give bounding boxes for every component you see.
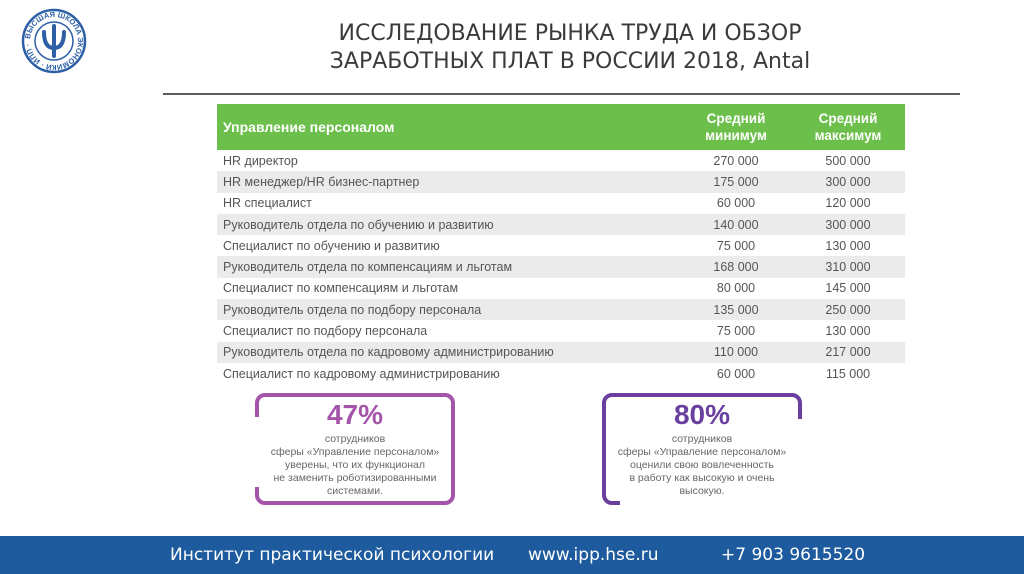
stat-value: 47%: [326, 399, 384, 430]
table-header: Управление персоналом Средний минимум Ср…: [217, 104, 905, 150]
title-line-2: ЗАРАБОТНЫХ ПЛАТ В РОССИИ 2018, Antal: [329, 49, 811, 74]
table-body: HR директор 270 000 500 000 HR менеджер/HR…: [217, 150, 905, 384]
row-max: 300 000: [825, 217, 871, 232]
row-name: Специалист по подбору персонала: [223, 324, 428, 339]
row-min: 60 000: [716, 196, 756, 211]
row-name: Руководитель отдела по подбору персонала: [223, 302, 482, 317]
row-min: 75 000: [716, 238, 756, 253]
row-name: Руководитель отдела по компенсациям и ль…: [223, 260, 513, 275]
table-row: Специалист по подбору персонала 75 000 130…: [217, 320, 905, 341]
stat-text: сотрудников сферы «Управление персоналом…: [270, 433, 440, 497]
row-name: Специалист по обучению и развитию: [223, 238, 440, 253]
row-max: 130 000: [825, 324, 871, 339]
table-row: Руководитель отдела по кадровому админис…: [217, 341, 905, 363]
row-name: Руководитель отдела по обучению и развит…: [223, 217, 494, 232]
row-name: Руководитель отдела по кадровому админис…: [223, 345, 554, 360]
header-max: Средний максимум: [814, 111, 882, 143]
page-title: ИССЛЕДОВАНИЕ РЫНКА ТРУДА И ОБЗОР ЗАРАБОТ…: [250, 20, 890, 76]
card-frame-gap: [620, 419, 804, 507]
table-row: HR менеджер/HR бизнес-партнер 175 000 300 …: [217, 171, 905, 193]
row-max: 500 000: [825, 153, 871, 168]
table-row: Специалист по обучению и развитию 75 000 1…: [217, 235, 905, 256]
header-min: Средний минимум: [705, 111, 767, 143]
row-min: 110 000: [713, 345, 759, 360]
row-max: 145 000: [825, 281, 871, 296]
row-min: 140 000: [713, 217, 759, 232]
row-min: 60 000: [716, 366, 756, 381]
row-max: 250 000: [825, 302, 871, 317]
row-max: 300 000: [825, 174, 871, 189]
hse-ipp-logo: ВЫСШАЯ ШКОЛА ЭКОНОМИКИ · ИПП ·: [10, 8, 98, 74]
row-name: Специалист по кадровому администрировани…: [223, 366, 500, 381]
row-max: 120 000: [825, 196, 871, 211]
table-row: Специалист по кадровому администрировани…: [217, 363, 905, 384]
row-name: HR менеджер/HR бизнес-партнер: [223, 174, 420, 189]
row-min: 175 000: [713, 174, 759, 189]
stat-card-80: 80% сотрудников сферы «Управление персон…: [602, 393, 804, 507]
table-row: Руководитель отдела по обучению и развит…: [217, 213, 905, 236]
footer-phone: +7 903 9615520: [721, 545, 866, 565]
row-min: 270 000: [713, 153, 759, 168]
stat-value: 80%: [673, 399, 731, 430]
title-divider: [163, 93, 960, 95]
table-row: Руководитель отдела по компенсациям и ль…: [217, 256, 905, 278]
table-row: Специалист по компенсациям и льготам 80 0…: [217, 278, 905, 299]
row-max: 310 000: [825, 260, 871, 275]
table-row: Руководитель отдела по подбору персонала…: [217, 299, 905, 321]
stat-card-47: 47% сотрудников сферы «Управление персон…: [253, 393, 455, 505]
footer-bar: Институт практической психологии www.ipp…: [0, 536, 1024, 574]
row-min: 80 000: [716, 281, 756, 296]
row-name: Специалист по компенсациям и льготам: [223, 281, 459, 296]
stat-text: сотрудников сферы «Управление персоналом…: [617, 433, 787, 497]
card-frame-gap: [253, 417, 437, 487]
salary-table: Управление персоналом Средний минимум Ср…: [217, 104, 905, 384]
row-name: HR специалист: [223, 196, 312, 211]
psi-glyph: [42, 24, 66, 58]
row-name: HR директор: [223, 153, 298, 168]
row-max: 115 000: [825, 366, 871, 381]
row-max: 217 000: [825, 345, 871, 360]
table-row: HR директор 270 000 500 000: [217, 150, 905, 171]
row-min: 168 000: [713, 260, 759, 275]
footer-website-link[interactable]: www.ipp.hse.ru: [528, 545, 659, 565]
table-row: HR специалист 60 000 120 000: [217, 193, 905, 214]
footer-institute: Институт практической психологии: [170, 545, 495, 565]
row-min: 75 000: [716, 324, 756, 339]
row-max: 130 000: [825, 238, 871, 253]
header-name: Управление персоналом: [223, 119, 395, 135]
title-line-1: ИССЛЕДОВАНИЕ РЫНКА ТРУДА И ОБЗОР: [338, 21, 802, 46]
row-min: 135 000: [713, 302, 759, 317]
